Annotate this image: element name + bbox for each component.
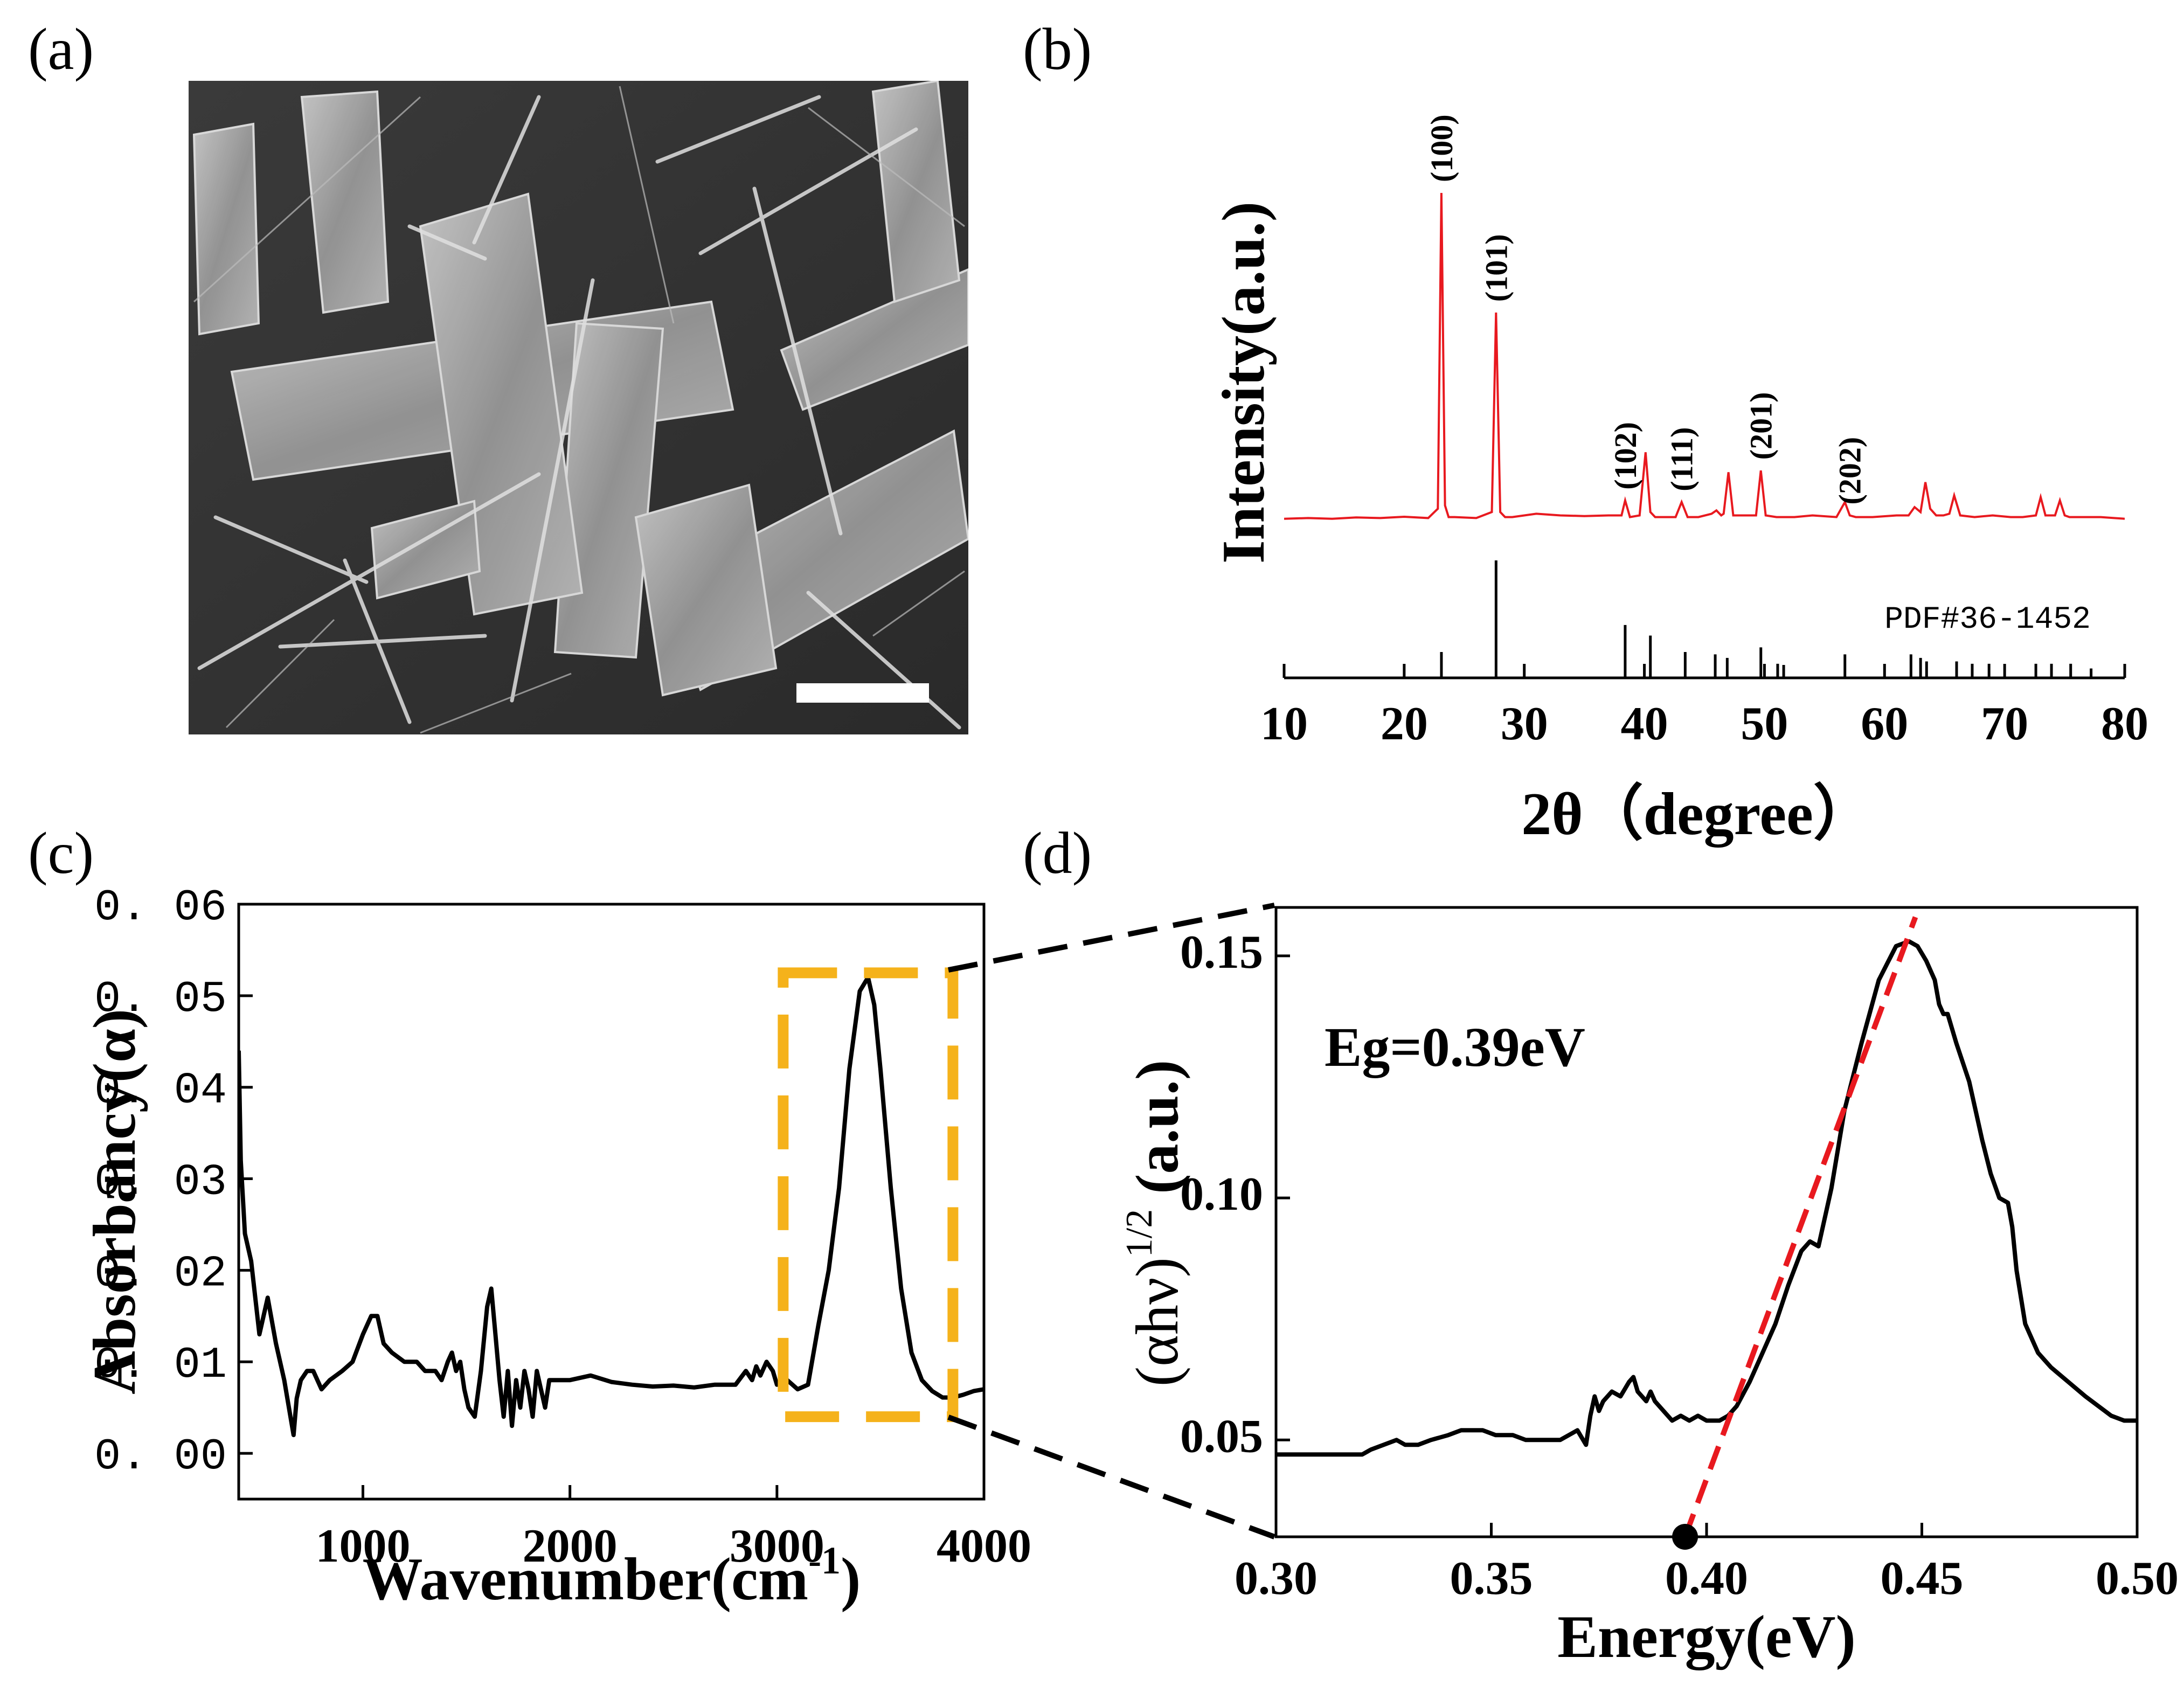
tauc-y-tick-label: 0.10 bbox=[1180, 1168, 1263, 1220]
tauc-line bbox=[1276, 939, 2137, 1457]
tauc-x-tick-label: 0.50 bbox=[2096, 1552, 2179, 1605]
tauc-y-tick-label: 0.05 bbox=[1180, 1410, 1263, 1462]
ftir-ticks: 1000 2000 3000 4000 0. 00 0. 01 0. 02 0. 03 0. 0… bbox=[94, 883, 1031, 1572]
ftir-x-tick-label: 1000 bbox=[316, 1520, 411, 1572]
xrd-x-tick-label: 30 bbox=[1501, 698, 1548, 750]
xrd-chart: 10 20 30 40 50 60 70 80 (100) (101) (102) (111) (20… bbox=[1210, 114, 2148, 848]
ftir-x-axis-title: Wavenumber(cm-1) bbox=[363, 1539, 861, 1613]
panel-label-a: (a) bbox=[28, 16, 94, 82]
peak-labels: (100) (101) (102) (111) (201) (202) bbox=[1424, 114, 1868, 504]
xrd-line bbox=[1284, 192, 2125, 520]
tauc-chart: 0.30 0.35 0.40 0.45 0.50 0.05 0.10 0.15 Eg=0.39… bbox=[1119, 906, 2179, 1670]
ftir-y-tick-label: 0. 06 bbox=[94, 883, 227, 933]
reference-label: PDF#36-1452 bbox=[1884, 602, 2091, 637]
panel-label-b: (b) bbox=[1023, 16, 1092, 82]
peak-label: (102) bbox=[1608, 422, 1643, 490]
peak-label: (202) bbox=[1833, 437, 1868, 505]
panel-label-d: (d) bbox=[1023, 820, 1092, 886]
xrd-x-tick-label: 10 bbox=[1260, 698, 1308, 750]
zoom-connector-bottom bbox=[947, 1414, 1275, 1539]
reference-pattern bbox=[1440, 560, 2093, 678]
peak-label: (111) bbox=[1665, 427, 1700, 491]
ftir-y-tick-label: 0. 00 bbox=[94, 1432, 227, 1482]
xrd-x-tick-label: 70 bbox=[1981, 698, 2028, 750]
peak-label: (100) bbox=[1424, 114, 1459, 182]
xrd-x-tick-label: 40 bbox=[1621, 698, 1668, 750]
ftir-line bbox=[239, 975, 984, 1438]
tauc-y-axis-title: (αhν)1/2 (a.u.) bbox=[1119, 1060, 1191, 1386]
ftir-chart: 1000 2000 3000 4000 0. 00 0. 01 0. 02 0. 03 0. 0… bbox=[81, 883, 1031, 1613]
intercept-marker bbox=[1672, 1524, 1698, 1550]
ftir-y-tick-label: 0. 01 bbox=[94, 1340, 227, 1390]
tauc-x-tick-label: 0.45 bbox=[1881, 1552, 1964, 1605]
xrd-x-ticks: 10 20 30 40 50 60 70 80 bbox=[1260, 664, 2148, 750]
panel-label-c: (c) bbox=[28, 820, 94, 886]
ftir-y-tick-label: 0. 05 bbox=[94, 974, 227, 1024]
sem-image bbox=[189, 81, 968, 734]
peak-label: (201) bbox=[1744, 392, 1779, 460]
xrd-x-tick-label: 50 bbox=[1741, 698, 1788, 750]
zoom-box bbox=[778, 967, 959, 1423]
xrd-x-axis-title: 2θ（degree） bbox=[1521, 781, 1874, 848]
ftir-y-tick-label: 0. 04 bbox=[94, 1066, 227, 1116]
ftir-y-tick-label: 0. 02 bbox=[94, 1249, 227, 1299]
peak-label: (101) bbox=[1479, 234, 1514, 302]
tauc-x-axis-title: Energy(eV) bbox=[1557, 1604, 1856, 1670]
tauc-x-tick-label: 0.30 bbox=[1235, 1552, 1318, 1605]
ftir-x-tick-label: 2000 bbox=[523, 1520, 618, 1572]
ftir-y-tick-label: 0. 03 bbox=[94, 1157, 227, 1208]
ftir-x-tick-label: 3000 bbox=[730, 1520, 824, 1572]
xrd-y-axis-title: Intensity(a.u.) bbox=[1210, 202, 1277, 564]
scale-bar bbox=[796, 683, 929, 703]
ftir-plot-frame bbox=[237, 903, 986, 1501]
xrd-x-tick-label: 20 bbox=[1381, 698, 1428, 750]
tauc-ticks: 0.30 0.35 0.40 0.45 0.50 0.05 0.10 0.15 bbox=[1180, 926, 2179, 1605]
tauc-x-tick-label: 0.35 bbox=[1450, 1552, 1533, 1605]
tauc-y-tick-label: 0.15 bbox=[1180, 926, 1263, 979]
xrd-x-tick-label: 80 bbox=[2101, 698, 2148, 750]
linear-fit-line bbox=[1682, 916, 1918, 1538]
ftir-y-axis-title: Absorbancy(α) bbox=[81, 1009, 148, 1395]
tauc-x-tick-label: 0.40 bbox=[1665, 1552, 1748, 1605]
zoom-connector-top bbox=[948, 903, 1275, 973]
bandgap-annotation: Eg=0.39eV bbox=[1325, 1016, 1585, 1078]
xrd-x-tick-label: 60 bbox=[1861, 698, 1908, 750]
ftir-x-tick-label: 4000 bbox=[937, 1520, 1031, 1572]
